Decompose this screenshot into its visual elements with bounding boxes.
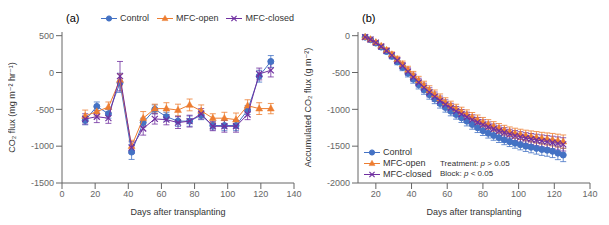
svg-text:-2000: -2000 xyxy=(327,178,350,188)
html-text:(b): (b) xyxy=(362,12,376,24)
html-text:Treatment: p > 0.05: Treatment: p > 0.05 xyxy=(440,159,510,168)
svg-text:60: 60 xyxy=(442,189,452,199)
html-text:MFC-open: MFC-open xyxy=(383,158,426,168)
svg-text:0: 0 xyxy=(59,189,64,199)
html-text:Control: Control xyxy=(120,13,149,23)
svg-text:80: 80 xyxy=(478,189,488,199)
svg-text:20: 20 xyxy=(371,189,381,199)
svg-text:CO₂ flux (mg m⁻² hr⁻¹): CO₂ flux (mg m⁻² hr⁻¹) xyxy=(8,62,17,153)
html-text:MFC-closed: MFC-closed xyxy=(245,13,294,23)
svg-text:Accumulated CO₂ flux (g m⁻²): Accumulated CO₂ flux (g m⁻²) xyxy=(304,48,313,167)
html-text:MFC-open: MFC-open xyxy=(176,13,219,23)
svg-text:Days after transplanting: Days after transplanting xyxy=(130,207,225,217)
svg-text:-500: -500 xyxy=(36,105,54,115)
svg-text:120: 120 xyxy=(253,189,268,199)
svg-text:Days after transplanting: Days after transplanting xyxy=(426,207,521,217)
svg-text:40: 40 xyxy=(123,189,133,199)
svg-text:140: 140 xyxy=(286,189,301,199)
svg-text:20: 20 xyxy=(90,189,100,199)
html-text:(a): (a) xyxy=(66,12,80,24)
svg-text:0: 0 xyxy=(49,68,54,78)
svg-text:80: 80 xyxy=(190,189,200,199)
html-text:Control: Control xyxy=(383,147,412,157)
svg-text:100: 100 xyxy=(511,189,526,199)
svg-text:120: 120 xyxy=(547,189,562,199)
svg-text:-1000: -1000 xyxy=(31,141,54,151)
svg-text:-1500: -1500 xyxy=(327,141,350,151)
svg-text:-1000: -1000 xyxy=(327,105,350,115)
svg-text:-500: -500 xyxy=(332,68,350,78)
svg-text:100: 100 xyxy=(220,189,235,199)
html-text:Block: p < 0.05: Block: p < 0.05 xyxy=(440,169,494,178)
html-text:MFC-closed: MFC-closed xyxy=(383,169,432,179)
svg-text:140: 140 xyxy=(582,189,597,199)
svg-text:0: 0 xyxy=(345,31,350,41)
svg-text:-1500: -1500 xyxy=(31,178,54,188)
svg-text:40: 40 xyxy=(407,189,417,199)
svg-text:60: 60 xyxy=(156,189,166,199)
svg-text:500: 500 xyxy=(39,31,54,41)
